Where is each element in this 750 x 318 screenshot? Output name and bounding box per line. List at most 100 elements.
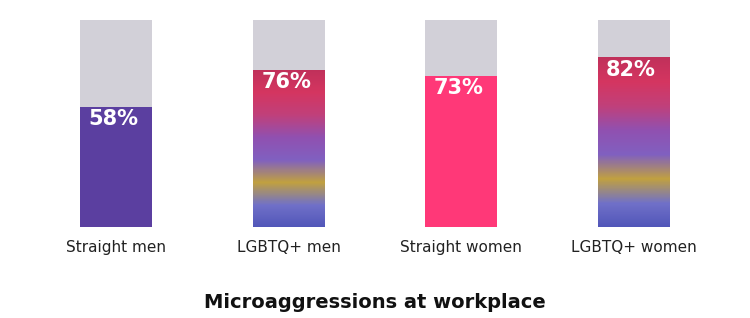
Bar: [598, 74, 670, 75]
Bar: [425, 80, 497, 81]
Bar: [80, 199, 152, 200]
Bar: [253, 154, 325, 155]
Bar: [598, 206, 670, 207]
Bar: [80, 151, 152, 152]
Bar: [253, 168, 325, 169]
Bar: [80, 189, 152, 190]
Text: 73%: 73%: [433, 78, 484, 98]
Bar: [425, 183, 497, 184]
Bar: [253, 80, 325, 81]
Bar: [425, 96, 497, 97]
Bar: [425, 169, 497, 170]
Bar: [598, 226, 670, 227]
Bar: [253, 224, 325, 225]
Bar: [253, 129, 325, 130]
Bar: [598, 92, 670, 93]
Bar: [80, 110, 152, 111]
Bar: [598, 79, 670, 80]
Bar: [253, 198, 325, 199]
Bar: [425, 199, 497, 200]
Bar: [80, 165, 152, 166]
Bar: [425, 127, 497, 128]
Bar: [253, 165, 325, 166]
Bar: [425, 143, 497, 144]
Bar: [598, 171, 670, 172]
Bar: [253, 124, 325, 125]
Bar: [598, 89, 670, 90]
Bar: [80, 194, 152, 195]
Bar: [253, 220, 325, 221]
Bar: [253, 211, 325, 212]
Bar: [598, 101, 670, 102]
Bar: [425, 188, 497, 189]
Bar: [253, 203, 325, 204]
Bar: [253, 209, 325, 210]
Bar: [80, 118, 152, 119]
Bar: [598, 173, 670, 174]
Bar: [425, 115, 497, 116]
Bar: [253, 201, 325, 202]
Bar: [598, 225, 670, 226]
Bar: [253, 74, 325, 75]
Bar: [425, 222, 497, 223]
Bar: [598, 84, 670, 85]
Bar: [425, 114, 497, 115]
Bar: [253, 126, 325, 127]
Bar: [253, 159, 325, 160]
Bar: [80, 179, 152, 180]
Bar: [253, 186, 325, 187]
Bar: [253, 98, 325, 99]
Bar: [80, 116, 152, 117]
Bar: [425, 106, 497, 107]
Bar: [425, 107, 497, 108]
Bar: [598, 126, 670, 127]
Bar: [80, 169, 152, 170]
Bar: [598, 112, 670, 113]
Bar: [253, 122, 325, 123]
Bar: [253, 151, 325, 152]
Bar: [80, 226, 152, 227]
Bar: [80, 164, 152, 165]
Bar: [598, 131, 670, 132]
Bar: [425, 109, 497, 110]
Bar: [425, 194, 497, 195]
Bar: [253, 172, 325, 173]
Bar: [598, 128, 670, 129]
Bar: [598, 137, 670, 138]
Bar: [253, 141, 325, 142]
Bar: [425, 210, 497, 211]
Bar: [425, 215, 497, 216]
Bar: [253, 76, 325, 77]
Bar: [425, 159, 497, 160]
Bar: [253, 113, 325, 114]
Bar: [598, 162, 670, 163]
Bar: [80, 220, 152, 221]
Bar: [80, 128, 152, 129]
Bar: [253, 106, 325, 107]
Bar: [253, 139, 325, 140]
Bar: [425, 157, 497, 158]
Bar: [598, 144, 670, 145]
Bar: [80, 219, 152, 220]
Bar: [598, 162, 670, 163]
Bar: [425, 94, 497, 95]
Bar: [598, 147, 670, 148]
Bar: [598, 192, 670, 193]
Bar: [598, 119, 670, 120]
Bar: [80, 120, 152, 121]
Bar: [598, 165, 670, 166]
Bar: [425, 209, 497, 210]
Bar: [425, 218, 497, 219]
Bar: [80, 196, 152, 197]
Bar: [80, 156, 152, 157]
Bar: [80, 153, 152, 154]
Bar: [253, 75, 325, 76]
Bar: [253, 225, 325, 226]
Bar: [80, 159, 152, 160]
Bar: [598, 140, 670, 141]
Bar: [80, 208, 152, 209]
Bar: [598, 110, 670, 111]
Bar: [598, 58, 670, 59]
Bar: [253, 104, 325, 105]
Bar: [598, 61, 670, 62]
